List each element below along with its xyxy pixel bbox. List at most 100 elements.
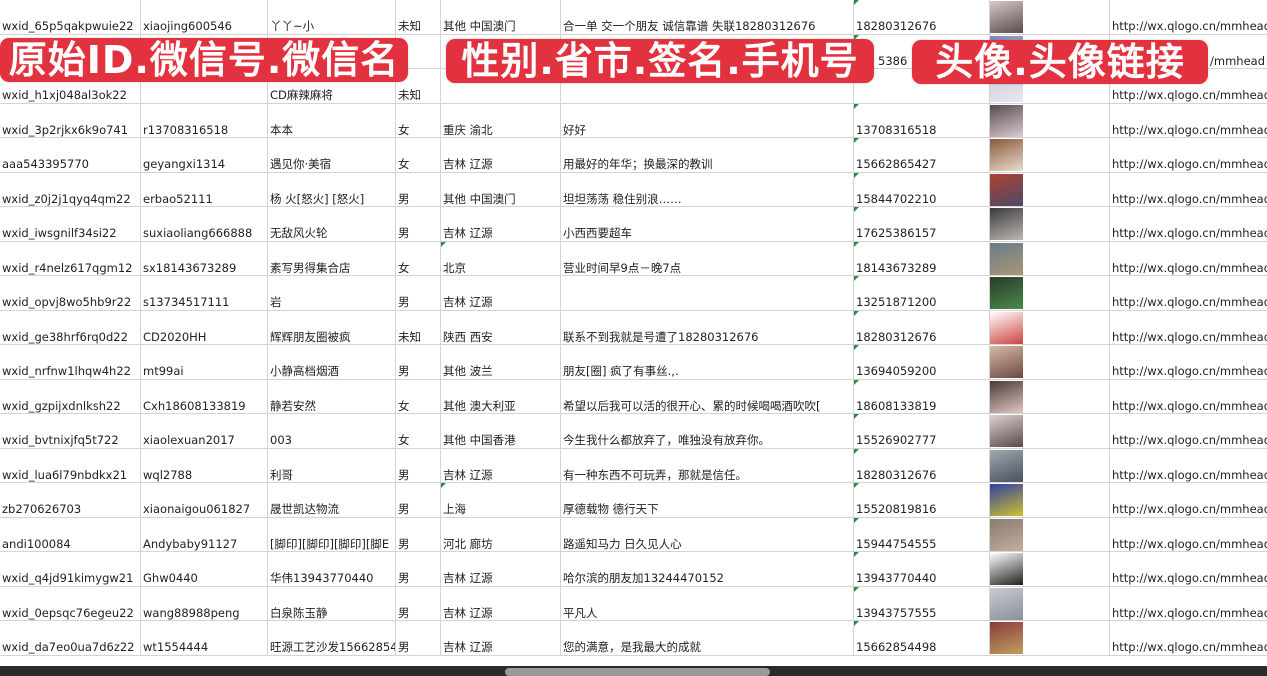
avatar-cell[interactable] [990,586,1110,620]
signature-cell[interactable]: 哈尔滨的朋友加13244470152 [561,552,854,586]
gender-cell[interactable]: 女 [396,414,441,448]
signature-cell[interactable]: 平凡人 [561,586,854,620]
wechat-id-cell[interactable]: Ghw0440 [141,552,268,586]
wechat-id-cell[interactable]: wt1554444 [141,621,268,655]
phone-cell[interactable]: 13708316518 [854,103,990,137]
avatar-cell[interactable] [990,345,1110,379]
avatar-url-cell[interactable]: http://wx.qlogo.cn/mmhead [1110,69,1267,103]
wechat-id-cell[interactable]: xiaolexuan2017 [141,414,268,448]
wechat-name-cell[interactable]: 遇见你·美宿 [268,138,396,172]
avatar-url-cell[interactable]: http://wx.qlogo.cn/mmhead [1110,621,1267,655]
original-id-cell[interactable]: wxid_da7eo0ua7d6z22 [0,621,141,655]
wechat-name-cell[interactable]: 白泉陈玉静 [268,586,396,620]
wechat-name-cell[interactable]: CD麻辣麻将 [268,69,396,103]
region-cell[interactable]: 河北 廊坊 [441,517,561,551]
avatar-url-cell[interactable]: http://wx.qlogo.cn/mmhead [1110,104,1267,138]
avatar-url-cell[interactable]: http://wx.qlogo.cn/mmhead [1110,518,1267,552]
avatar-cell[interactable] [990,552,1110,586]
phone-cell[interactable]: 15662865427 [854,138,990,172]
wechat-name-cell[interactable]: 静若安然 [268,379,396,413]
signature-cell[interactable]: 坦坦荡荡 稳住别浪…… [561,172,854,206]
signature-cell[interactable]: 合一单 交一个朋友 诚信靠谱 失联18280312676 [561,0,854,34]
region-cell[interactable]: 北京 [441,241,561,275]
phone-cell[interactable]: 18280312676 [854,310,990,344]
wechat-id-cell[interactable]: Cxh18608133819 [141,379,268,413]
wechat-name-cell[interactable]: [脚印][脚印][脚印][脚E [268,517,396,551]
avatar-url-cell[interactable]: http://wx.qlogo.cn/mmhead [1110,311,1267,345]
phone-cell[interactable]: 18143673289 [854,241,990,275]
region-cell[interactable]: 吉林 辽源 [441,207,561,241]
phone-cell[interactable]: 15844702210 [854,172,990,206]
avatar-url-cell[interactable]: http://wx.qlogo.cn/mmhead [1110,0,1267,34]
region-cell[interactable]: 其他 中国澳门 [441,0,561,34]
avatar-cell[interactable] [990,138,1110,172]
wechat-id-cell[interactable]: wql2788 [141,448,268,482]
original-id-cell[interactable]: wxid_iwsgnilf34si22 [0,207,141,241]
scrollbar-thumb[interactable] [505,668,770,676]
horizontal-scrollbar[interactable] [0,666,1267,676]
gender-cell[interactable]: 男 [396,483,441,517]
original-id-cell[interactable]: wxid_q4jd91kimygw21 [0,552,141,586]
original-id-cell[interactable]: wxid_3p2rjkx6k9o741 [0,103,141,137]
gender-cell[interactable]: 男 [396,517,441,551]
original-id-cell[interactable]: zb270626703 [0,483,141,517]
wechat-id-cell[interactable]: Andybaby91127 [141,517,268,551]
avatar-cell[interactable] [990,448,1110,482]
avatar-url-cell[interactable]: http://wx.qlogo.cn/mmhead [1110,414,1267,448]
phone-cell[interactable]: 18280312676 [854,0,990,34]
gender-cell[interactable]: 未知 [396,69,441,103]
original-id-cell[interactable]: wxid_ge38hrf6rq0d22 [0,310,141,344]
avatar-cell[interactable] [990,621,1110,655]
signature-cell[interactable]: 您的满意，是我最大的成就 [561,621,854,655]
region-cell[interactable]: 吉林 辽源 [441,448,561,482]
signature-cell[interactable]: 希望以后我可以活的很开心、累的时候喝喝酒吹吹[ [561,379,854,413]
avatar-url-cell[interactable]: http://wx.qlogo.cn/mmhead [1110,138,1267,172]
avatar-cell[interactable] [990,241,1110,275]
region-cell[interactable]: 其他 澳大利亚 [441,379,561,413]
wechat-name-cell[interactable]: 无敌风火轮 [268,207,396,241]
original-id-cell[interactable]: wxid_gzpijxdnlksh22 [0,379,141,413]
gender-cell[interactable]: 男 [396,621,441,655]
wechat-id-cell[interactable]: sx18143673289 [141,241,268,275]
signature-cell[interactable]: 用最好的年华；换最深的教训 [561,138,854,172]
phone-cell[interactable]: 13694059200 [854,345,990,379]
avatar-cell[interactable] [990,517,1110,551]
wechat-name-cell[interactable]: 华伟13943770440 [268,552,396,586]
wechat-name-cell[interactable]: 利哥 [268,448,396,482]
region-cell[interactable]: 其他 中国澳门 [441,172,561,206]
wechat-id-cell[interactable]: xiaonaigou061827 [141,483,268,517]
phone-cell[interactable]: 18608133819 [854,379,990,413]
avatar-url-cell[interactable]: http://wx.qlogo.cn/mmhead [1110,552,1267,586]
region-cell[interactable]: 重庆 渝北 [441,103,561,137]
gender-cell[interactable]: 男 [396,586,441,620]
wechat-name-cell[interactable]: 本本 [268,103,396,137]
avatar-cell[interactable] [990,414,1110,448]
avatar-cell[interactable] [990,172,1110,206]
original-id-cell[interactable]: wxid_h1xj048al3ok22 [0,69,141,103]
phone-cell[interactable]: 15662854498 [854,621,990,655]
avatar-url-cell[interactable]: http://wx.qlogo.cn/mmhead [1110,173,1267,207]
wechat-name-cell[interactable]: 素写男得集合店 [268,241,396,275]
gender-cell[interactable]: 女 [396,241,441,275]
wechat-id-cell[interactable]: geyangxi1314 [141,138,268,172]
wechat-name-cell[interactable]: 晟世凯达物流 [268,483,396,517]
signature-cell[interactable]: 营业时间早9点－晚7点 [561,241,854,275]
wechat-name-cell[interactable]: 杨 火[怒火] [怒火] [268,172,396,206]
original-id-cell[interactable]: wxid_bvtnixjfq5t722 [0,414,141,448]
gender-cell[interactable]: 男 [396,448,441,482]
region-cell[interactable]: 陕西 西安 [441,310,561,344]
avatar-cell[interactable] [990,276,1110,310]
region-cell[interactable]: 吉林 辽源 [441,138,561,172]
wechat-id-cell[interactable]: CD2020HH [141,310,268,344]
original-id-cell[interactable]: wxid_65p5qakpwuie22 [0,0,141,34]
wechat-id-cell[interactable]: mt99ai [141,345,268,379]
region-cell[interactable]: 吉林 辽源 [441,552,561,586]
signature-cell[interactable]: 好好 [561,103,854,137]
signature-cell[interactable]: 朋友[圈] 疯了有事丝.,. [561,345,854,379]
avatar-url-cell[interactable]: http://wx.qlogo.cn/mmhead [1110,242,1267,276]
wechat-name-cell[interactable]: 辉辉朋友圈被疯 [268,310,396,344]
wechat-name-cell[interactable]: 003 [268,414,396,448]
wechat-name-cell[interactable]: 岩 [268,276,396,310]
avatar-cell[interactable] [990,103,1110,137]
original-id-cell[interactable]: wxid_lua6l79nbdkx21 [0,448,141,482]
